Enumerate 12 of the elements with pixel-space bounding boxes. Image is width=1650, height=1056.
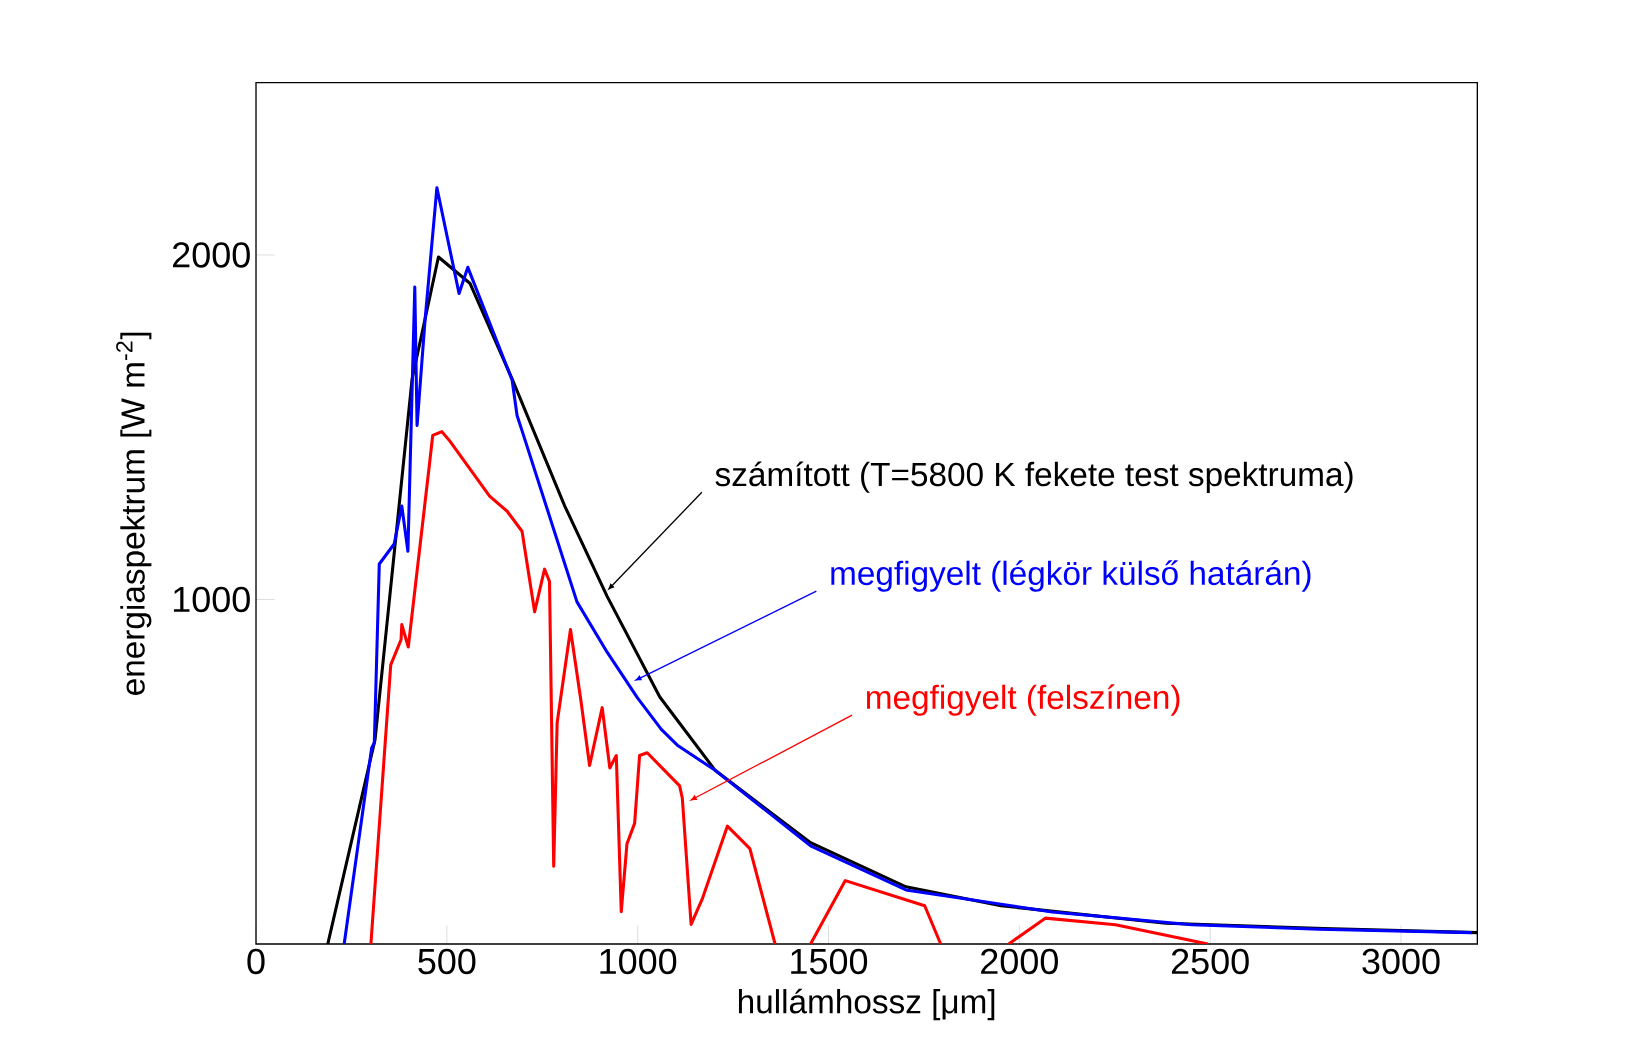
x-tick-label: 3000: [1362, 948, 1440, 975]
y-axis-title: energiaspektrum [W m$^{-2}$]: [116, 332, 152, 695]
text: számított (T=5800 K fekete test spektruma): [715, 461, 1353, 493]
x-tick-label: 1500: [791, 948, 868, 975]
x-axis-title: hullámhossz [μm]: [738, 988, 995, 1021]
x-tick-label: 2500: [1171, 948, 1249, 975]
x-tick-label: 500: [418, 948, 476, 975]
x-tick-label: 1000: [600, 948, 677, 975]
x-tick-label: 0: [247, 948, 265, 975]
text: megfigyelt (felszínen): [866, 684, 1180, 716]
x-tick-label: 2000: [981, 948, 1058, 975]
text: megfigyelt (légkör külső határán): [831, 560, 1311, 592]
